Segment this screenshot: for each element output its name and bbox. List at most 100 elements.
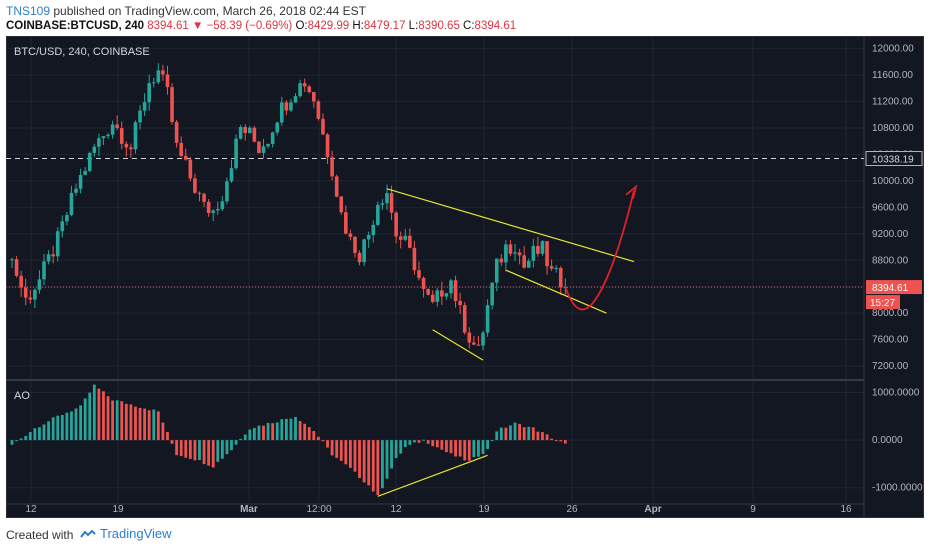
ao-bar	[513, 422, 517, 441]
candle	[485, 305, 490, 333]
ao-bar	[545, 434, 549, 441]
ao-bar	[527, 426, 531, 441]
candle	[179, 142, 183, 156]
candle	[380, 203, 385, 205]
candle	[83, 170, 87, 175]
ao-bar	[454, 440, 457, 457]
ao-bar	[170, 440, 174, 444]
candle	[14, 259, 19, 276]
open-label: O:	[295, 20, 308, 32]
ao-bar	[312, 431, 316, 441]
ao-bar	[120, 401, 124, 441]
ao-bar	[10, 440, 14, 445]
ao-bar	[102, 391, 105, 441]
ao-bar	[262, 425, 265, 441]
candle	[138, 110, 142, 123]
brand-link[interactable]: TradingView	[100, 526, 172, 541]
ao-bar	[51, 417, 55, 441]
candle	[540, 241, 545, 254]
ao-bar	[28, 432, 32, 441]
candle	[110, 124, 115, 135]
ao-bar	[298, 421, 302, 441]
candle	[215, 209, 220, 211]
author-link[interactable]: TNS109	[6, 4, 51, 18]
candle	[202, 193, 206, 202]
candle	[344, 212, 348, 234]
ao-bar	[225, 440, 229, 455]
ao-bar	[563, 440, 567, 444]
current-price-box	[866, 280, 922, 295]
ao-bar	[499, 427, 503, 441]
candle	[28, 297, 33, 300]
publish-line: TNS109 published on TradingView.com, Mar…	[6, 4, 366, 18]
ao-bar	[426, 440, 430, 444]
ao-bar	[403, 440, 407, 448]
candle	[87, 152, 92, 171]
candle	[55, 231, 60, 257]
candle	[339, 196, 344, 213]
candle	[330, 157, 334, 177]
candle	[476, 344, 481, 346]
ao-bar	[239, 438, 243, 441]
candle	[183, 155, 188, 160]
ao-bar	[92, 384, 96, 441]
candle	[316, 101, 321, 119]
chart-title: BTC/USD, 240, COINBASE	[14, 46, 150, 58]
candle	[234, 138, 238, 169]
ao-bar	[166, 431, 169, 441]
ao-bar	[188, 440, 192, 459]
ao-bar	[184, 440, 188, 458]
candle	[321, 118, 325, 135]
candle	[19, 275, 23, 288]
ao-bar	[344, 440, 348, 465]
candle	[494, 258, 499, 283]
ao-bar	[408, 440, 412, 445]
close-label: C:	[463, 20, 475, 32]
price-chart[interactable]: 12000.0011600.0011200.0010800.0010400.00…	[6, 36, 924, 518]
ao-bar	[19, 438, 23, 441]
candle	[472, 342, 476, 345]
candle	[46, 254, 51, 262]
ao-title: AO	[14, 390, 30, 402]
ao-bar	[554, 440, 558, 442]
y-tick-label: 10000.00	[872, 176, 914, 187]
candle	[307, 86, 312, 93]
ao-bar	[385, 440, 389, 479]
candle	[526, 260, 531, 268]
candle	[353, 236, 357, 253]
x-tick-label: Mar	[240, 504, 258, 515]
trendline-upper-wedge	[386, 188, 635, 263]
y-tick-label: 8000.00	[872, 308, 909, 319]
symbol-line: COINBASE:BTCUSD, 240 8394.61 ▼ −58.39 (−…	[6, 20, 516, 32]
published-text: published on TradingView.com, March 26, …	[53, 4, 367, 18]
candle	[69, 192, 74, 216]
candle	[394, 212, 398, 237]
candle	[23, 287, 28, 298]
candle	[412, 247, 417, 271]
candle	[376, 204, 380, 225]
candle	[74, 188, 78, 193]
ao-bar	[536, 431, 540, 441]
ao-bar	[234, 440, 238, 445]
candle	[289, 102, 293, 111]
candle	[156, 70, 161, 83]
ao-bar	[248, 429, 252, 441]
candle	[417, 270, 421, 278]
candle	[490, 282, 494, 306]
candle	[270, 132, 275, 144]
candle	[60, 221, 65, 232]
candle	[193, 178, 197, 193]
candle	[371, 224, 376, 236]
candle	[357, 252, 362, 263]
candle	[161, 70, 165, 75]
ao-bar	[431, 440, 435, 447]
ao-bar	[124, 403, 128, 441]
candle	[42, 261, 46, 280]
ao-bar	[111, 400, 115, 441]
countdown-box	[866, 295, 900, 310]
footer: Created with TradingView	[0, 520, 932, 550]
candle	[444, 293, 449, 297]
candle	[261, 146, 266, 153]
ao-bar	[362, 440, 366, 483]
ao-bar	[399, 440, 403, 454]
